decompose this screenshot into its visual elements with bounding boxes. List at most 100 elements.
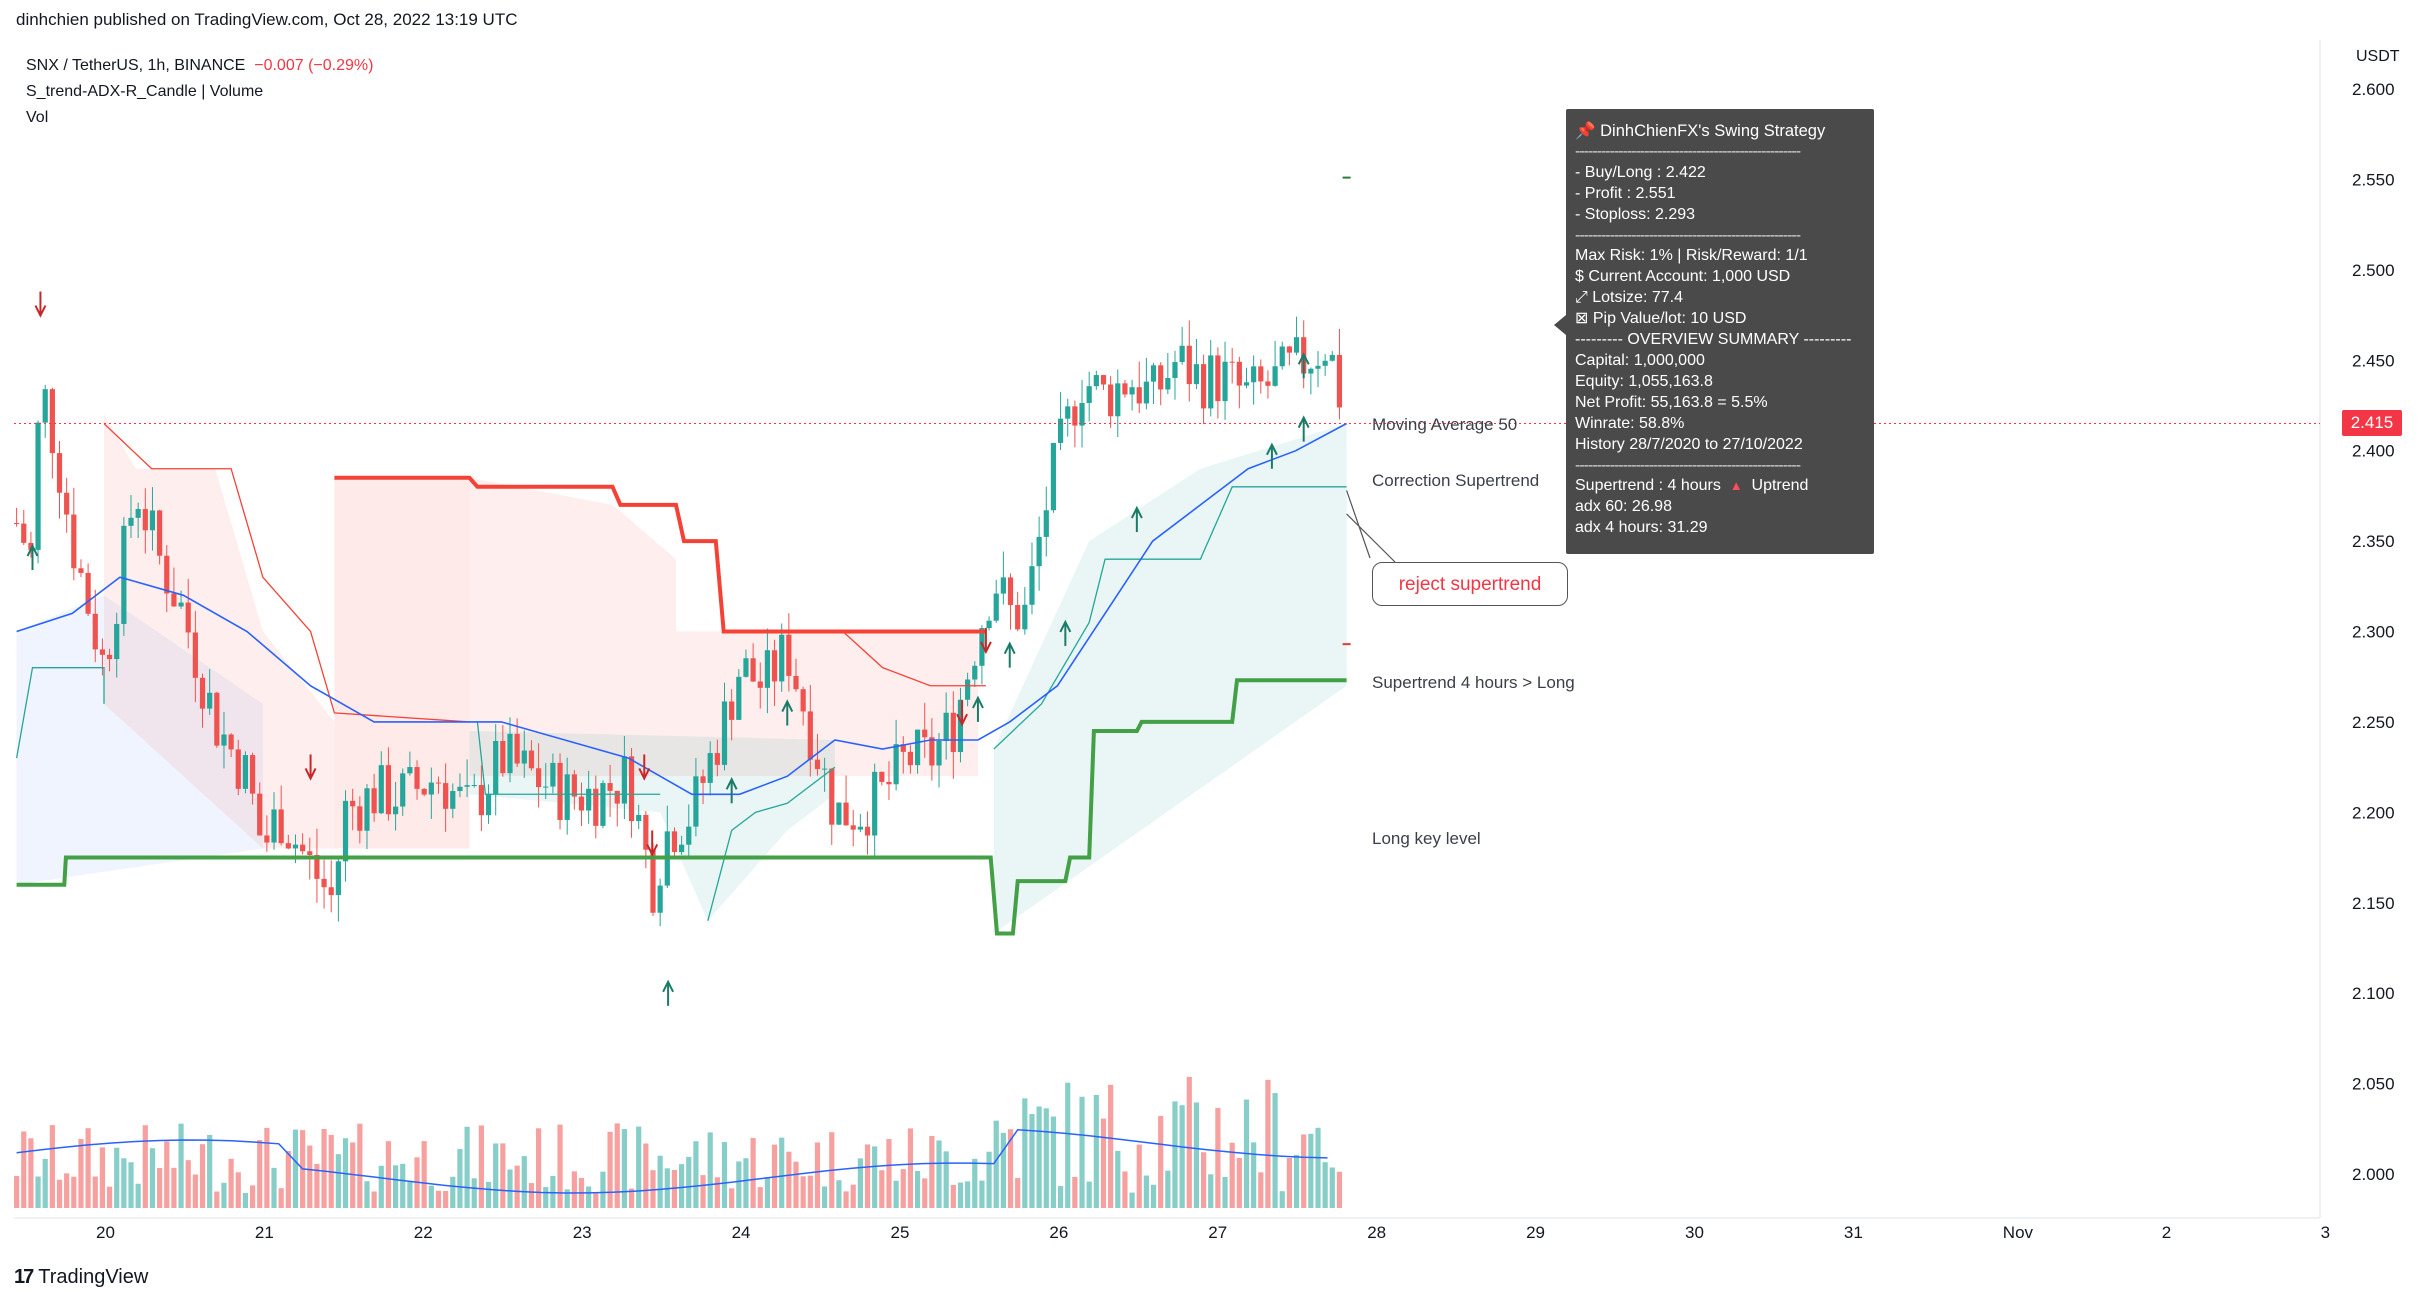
volume-label[interactable]: Vol <box>26 109 49 126</box>
candle-body <box>1336 354 1343 408</box>
candle-body <box>707 753 713 783</box>
uptrend-triangle-icon: ▲ <box>1729 478 1743 494</box>
bullish-fill-region <box>993 423 1347 934</box>
candle-body <box>164 555 170 594</box>
x-tick-label: 28 <box>1367 1223 1386 1242</box>
candle-body <box>1315 365 1321 369</box>
volume-bar <box>78 1138 84 1208</box>
candle-body <box>478 785 484 816</box>
volume-bar <box>1265 1079 1271 1208</box>
volume-bar <box>1015 1178 1021 1208</box>
volume-bar <box>714 1177 720 1208</box>
candle-body <box>1186 345 1192 385</box>
volume-bar <box>493 1143 499 1208</box>
volume-bar <box>1115 1150 1121 1208</box>
candle-body <box>972 665 978 680</box>
candle-body <box>114 623 120 660</box>
info-buy: - Buy/Long : 2.422 <box>1575 163 1706 181</box>
candle-body <box>993 593 999 621</box>
y-tick-label: 2.500 <box>2352 261 2395 280</box>
volume-bar <box>1179 1105 1185 1208</box>
volume-bar <box>914 1170 921 1208</box>
volume-bar <box>893 1180 899 1208</box>
volume-bar <box>1050 1116 1057 1208</box>
candle-body <box>829 768 835 825</box>
volume-bar <box>443 1190 449 1208</box>
info-history: History 28/7/2020 to 27/10/2022 <box>1575 435 1803 453</box>
volume-bar <box>1072 1176 1078 1208</box>
volume-bar <box>1293 1154 1300 1208</box>
buy-arrow-icon <box>662 979 674 993</box>
candle-body <box>64 492 70 515</box>
volume-bar <box>843 1191 849 1208</box>
info-capital: Capital: 1,000,000 <box>1575 351 1705 369</box>
sell-arrow-icon <box>646 843 659 857</box>
volume-bar <box>121 1158 127 1208</box>
volume-bar <box>1100 1118 1107 1208</box>
buy-arrow-icon <box>1297 415 1310 429</box>
volume-bar <box>950 1184 956 1208</box>
volume-bar <box>1079 1096 1085 1208</box>
candle-body <box>550 762 556 787</box>
volume-bar <box>1158 1115 1164 1208</box>
volume-bar <box>864 1144 871 1208</box>
volume-bar <box>936 1140 942 1208</box>
candle-body <box>700 776 706 783</box>
volume-bar <box>972 1158 978 1208</box>
candle-body <box>557 762 563 820</box>
candle-body <box>21 523 27 543</box>
y-tick-label: 2.200 <box>2352 803 2395 822</box>
candle-body <box>607 783 613 791</box>
candle-body <box>822 768 828 770</box>
x-tick-label: 2 <box>2162 1223 2171 1242</box>
candle-body <box>578 796 585 811</box>
candle-body <box>521 750 527 764</box>
candle-body <box>314 854 320 879</box>
volume-bar <box>986 1151 992 1208</box>
volume-bar <box>1065 1082 1071 1208</box>
volume-bar <box>557 1124 563 1208</box>
candle-body <box>493 740 499 794</box>
candle-body <box>99 649 106 655</box>
buy-arrow-icon <box>1003 641 1016 655</box>
x-tick-label: 21 <box>255 1223 274 1242</box>
candle-body <box>957 699 964 753</box>
volume-bar <box>199 1144 206 1208</box>
symbol-line[interactable]: SNX / TetherUS, 1h, BINANCE −0.007 (−0.2… <box>26 53 373 79</box>
tradingview-brand[interactable]: 17 TradingView <box>14 1266 148 1289</box>
y-tick-label: 2.000 <box>2352 1165 2395 1184</box>
candle-body <box>450 791 456 809</box>
volume-bar <box>1336 1171 1343 1208</box>
indicator-label[interactable]: S_trend-ADX-R_Candle | Volume <box>26 83 264 100</box>
candle-body <box>1050 442 1057 511</box>
buy-arrow-icon <box>1297 352 1310 365</box>
candle-body <box>1208 355 1214 409</box>
candle-body <box>793 675 799 690</box>
candle-body <box>593 788 599 826</box>
volume-bar <box>400 1163 406 1208</box>
chart-annotation: Supertrend 4 hours > Long <box>1372 673 1575 692</box>
buy-arrow-icon <box>972 695 984 709</box>
candle-body <box>1022 604 1028 630</box>
volume-bar <box>1000 1132 1006 1208</box>
volume-bar <box>507 1169 513 1208</box>
volume-bar <box>264 1127 270 1208</box>
tradingview-logo-icon: 17 <box>14 1266 34 1288</box>
buy-arrow-icon <box>1266 442 1278 456</box>
volume-bar <box>879 1170 885 1208</box>
volume-bar <box>221 1182 227 1208</box>
y-tick-label: 2.150 <box>2352 894 2395 913</box>
candle-body <box>628 756 635 822</box>
candle-body <box>1065 406 1071 419</box>
candle-body <box>400 773 406 807</box>
info-separator: ----------------------------------------… <box>1575 142 1801 160</box>
volume-bar <box>1329 1167 1335 1208</box>
volume-bar <box>1215 1107 1221 1208</box>
candle-body <box>779 634 785 682</box>
candle-body <box>1158 365 1164 390</box>
candle-body <box>528 750 535 769</box>
candle-body <box>979 628 985 666</box>
candle-body <box>471 785 477 787</box>
volume-bar <box>514 1165 520 1208</box>
